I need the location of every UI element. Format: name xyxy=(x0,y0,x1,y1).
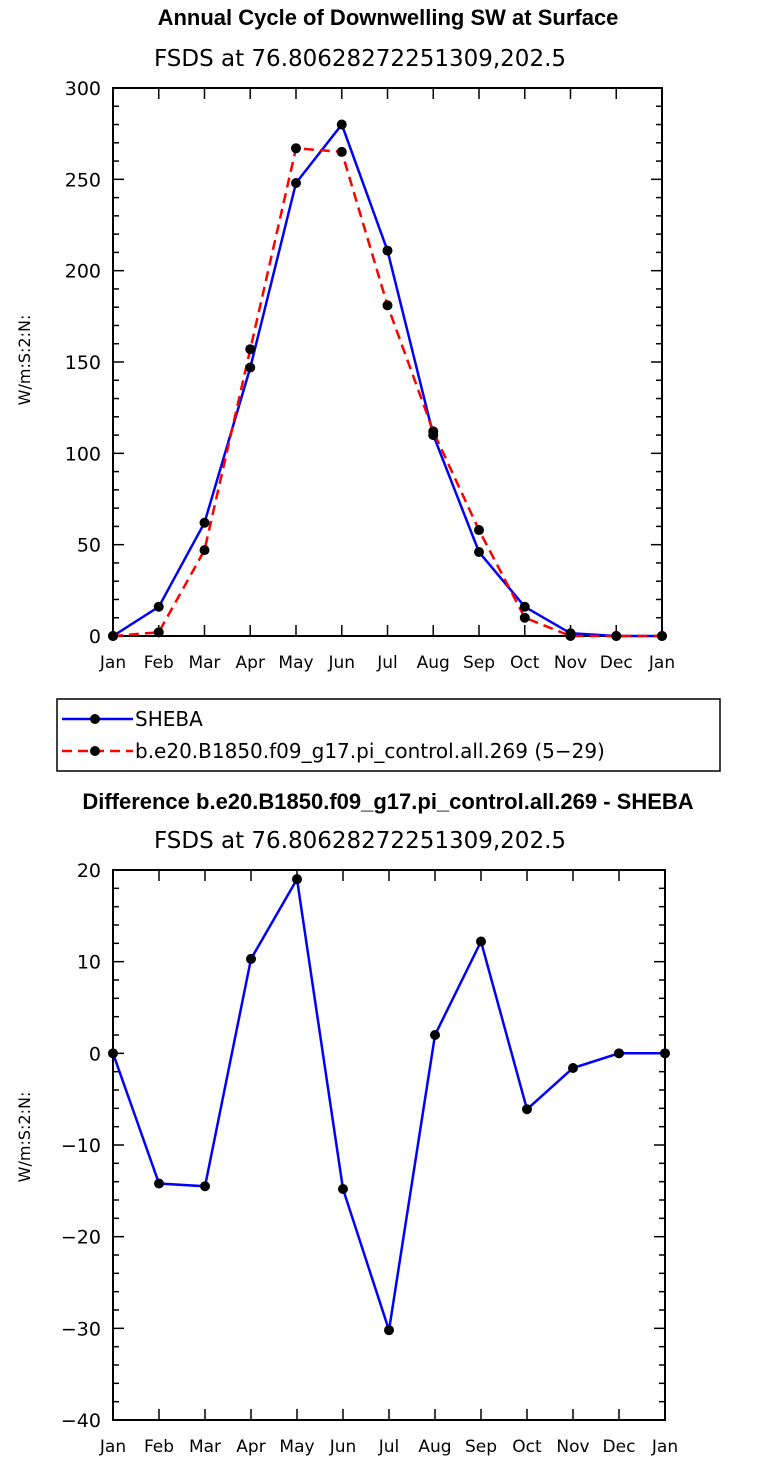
chart2-xtick-label: Jun xyxy=(329,1437,357,1457)
chart2-xtick-label: Apr xyxy=(236,1437,265,1457)
chart2-series-0-point xyxy=(614,1048,624,1059)
chart1-series-1-point xyxy=(291,143,301,154)
chart2-xtick-label: Mar xyxy=(189,1437,221,1457)
chart1-series-1-point xyxy=(108,631,118,641)
legend-label-model: b.e20.B1850.f09_g17.pi_control.all.269 (… xyxy=(135,739,605,763)
chart1-series-1-point xyxy=(382,300,393,311)
chart1-series-1-point xyxy=(474,525,484,536)
chart2-ytick-label: −10 xyxy=(61,1135,101,1157)
chart1-series-0-point xyxy=(153,601,164,612)
chart1-ytick-label: 250 xyxy=(65,169,101,191)
chart2-xtick-label: Sep xyxy=(465,1437,497,1457)
chart1-series-1-line xyxy=(112,146,662,638)
chart2-ytick-label: 0 xyxy=(89,1043,101,1065)
chart2-xtick-label: Nov xyxy=(556,1437,589,1457)
chart1-series-1-point xyxy=(611,631,622,641)
chart1-xtick-label: Sep xyxy=(463,653,495,673)
chart2-series-0-point xyxy=(154,1178,164,1189)
chart2-plot-area: −40 −30 −20 −10 0 10 20 Jan Feb Mar Apr May Jun Jul Au… xyxy=(61,860,678,1457)
chart2-ytick-label: −20 xyxy=(61,1227,101,1249)
chart1-ytick-label: 300 xyxy=(65,78,101,100)
chart2-series-0-point xyxy=(108,1048,118,1059)
chart1-frame xyxy=(112,87,663,637)
chart1-ytick-label: 200 xyxy=(65,261,101,283)
chart1-series-0-point xyxy=(245,362,256,373)
chart1-series-1-point xyxy=(565,631,576,641)
chart2-xtick-label: Jul xyxy=(378,1437,400,1457)
chart1-xtick-label: May xyxy=(278,653,313,673)
chart1-series-1-point xyxy=(519,612,530,623)
chart1-xtick-label: Jul xyxy=(376,653,398,673)
legend-label-sheba: SHEBA xyxy=(135,707,203,731)
chart2-xtick-label: Aug xyxy=(418,1437,451,1457)
chart2-series-0-point xyxy=(338,1184,348,1194)
chart2-ytick-label: 10 xyxy=(77,952,101,974)
chart1-series-1-point xyxy=(657,631,667,641)
chart1-series-0-line xyxy=(112,121,662,638)
chart1-xtick-label: Aug xyxy=(417,653,450,673)
chart1-xtick-label: Jan xyxy=(99,653,126,673)
chart1-title: Annual Cycle of Downwelling SW at Surfac… xyxy=(158,5,619,30)
chart1-series-1-point xyxy=(153,627,164,638)
chart2-subtitle: FSDS at 76.80628272251309,202.5 xyxy=(154,828,566,854)
chart1-xtick-label: Feb xyxy=(144,653,174,673)
chart2-frame xyxy=(112,869,666,1421)
difference-chart: Difference b.e20.B1850.f09_g17.pi_contro… xyxy=(15,789,694,1457)
chart2-xtick-label: May xyxy=(279,1437,314,1457)
chart2-xtick-label: Jan xyxy=(99,1437,126,1457)
chart2-xtick-label: Dec xyxy=(603,1437,636,1457)
chart1-ytick-label: 50 xyxy=(77,535,101,557)
chart2-series-0-point xyxy=(200,1181,210,1192)
chart1-series-0-point xyxy=(291,177,301,188)
chart1-series-1-point xyxy=(199,545,210,556)
chart1-series-0-point xyxy=(474,546,484,557)
chart1-ylabel: W/m:S:2:N: xyxy=(15,315,34,406)
annual-cycle-chart: Annual Cycle of Downwelling SW at Surfac… xyxy=(15,5,675,673)
chart1-plot-area: 0 50 100 150 200 250 300 Jan Feb Mar Apr May Jun Jul A… xyxy=(65,78,675,673)
chart2-xtick-label: Feb xyxy=(144,1437,174,1457)
chart1-xtick-label: Dec xyxy=(600,653,633,673)
chart1-series-1-point xyxy=(336,146,347,157)
chart1-xtick-label: Jan xyxy=(648,653,675,673)
chart1-series-0-point xyxy=(519,601,530,612)
legend-marker-sheba xyxy=(90,714,100,724)
legend-box xyxy=(56,698,721,772)
chart2-series-0-point xyxy=(246,953,256,964)
chart1-xtick-label: Mar xyxy=(188,653,220,673)
chart2-ytick-label: 20 xyxy=(77,860,101,882)
chart2-ytick-label: −30 xyxy=(61,1318,101,1340)
chart2-series-0-point xyxy=(476,936,486,947)
chart2-xtick-label: Jan xyxy=(651,1437,678,1457)
legend: SHEBA b.e20.B1850.f09_g17.pi_control.all… xyxy=(56,698,721,772)
chart2-xtick-label: Oct xyxy=(512,1437,542,1457)
legend-marker-model xyxy=(90,746,100,756)
chart1-series-0-point xyxy=(336,119,347,130)
chart1-xtick-label: Oct xyxy=(510,653,540,673)
chart1-xtick-label: Jun xyxy=(327,653,355,673)
chart2-series-0-point xyxy=(430,1030,440,1040)
chart1-ytick-label: 150 xyxy=(65,352,101,374)
chart2-series-0-point xyxy=(292,874,302,885)
chart1-series-1-point xyxy=(245,344,256,355)
chart2-series-0-point xyxy=(384,1325,394,1336)
chart1-ytick-label: 100 xyxy=(65,443,101,465)
chart2-title: Difference b.e20.B1850.f09_g17.pi_contro… xyxy=(82,789,693,814)
chart1-series-1-point xyxy=(428,426,439,437)
chart2-series-0-line xyxy=(111,875,665,1331)
chart2-series-0-point xyxy=(660,1048,670,1059)
chart1-xtick-label: Nov xyxy=(554,653,587,673)
chart1-subtitle: FSDS at 76.80628272251309,202.5 xyxy=(154,46,566,72)
chart1-series-0-point xyxy=(199,517,210,528)
chart2-series-0-point xyxy=(568,1063,578,1073)
chart1-series-0-point xyxy=(382,245,393,256)
chart2-ylabel: W/m:S:2:N: xyxy=(15,1092,34,1183)
chart2-series-0-point xyxy=(522,1104,532,1115)
chart1-xtick-label: Apr xyxy=(236,653,265,673)
chart1-ytick-label: 0 xyxy=(89,626,101,648)
chart2-ytick-label: −40 xyxy=(61,1410,101,1432)
